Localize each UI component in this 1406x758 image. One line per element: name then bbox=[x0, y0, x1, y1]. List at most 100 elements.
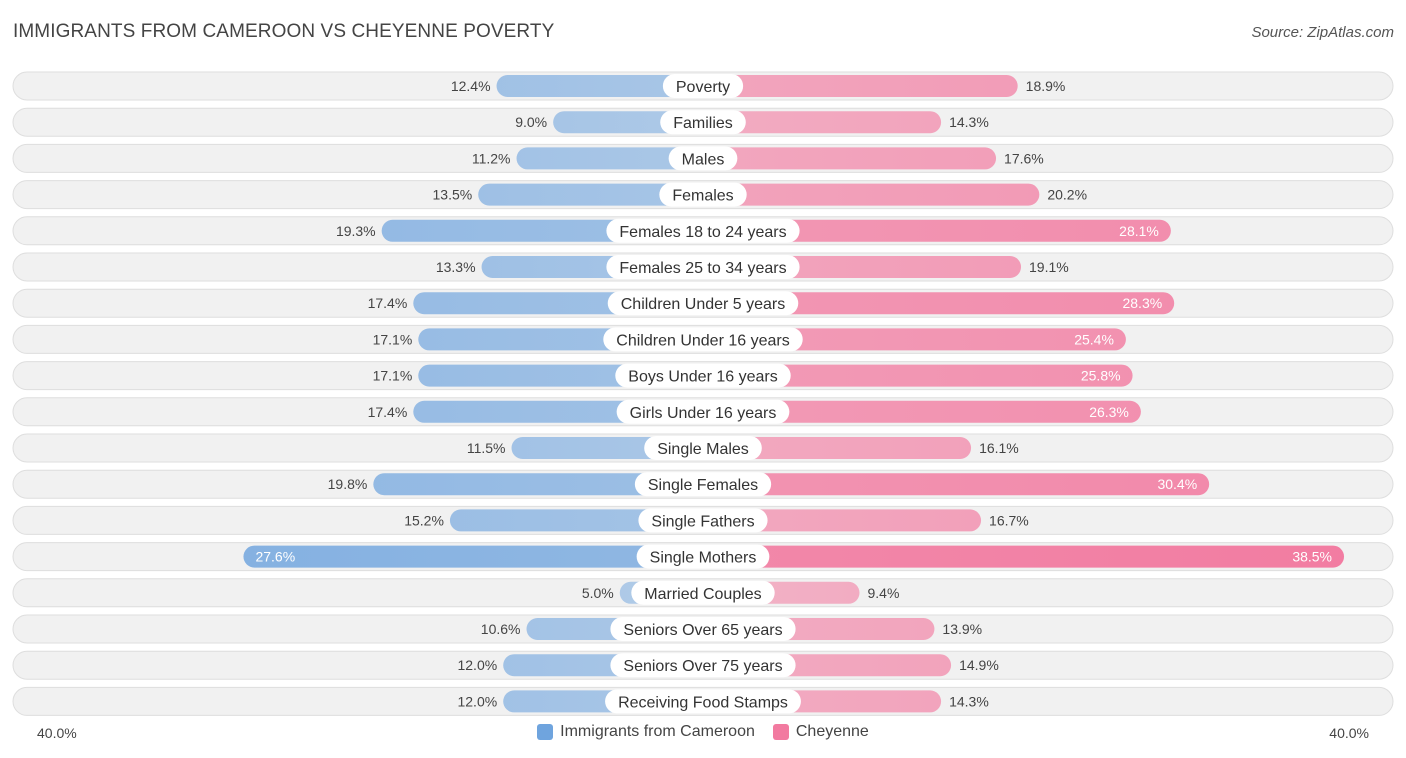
category-label-single-mothers: Single Mothers bbox=[650, 550, 757, 567]
value-cameroon-single-females: 19.8% bbox=[328, 476, 368, 492]
category-pill-males bbox=[668, 146, 738, 171]
value-cheyenne-females-18-to-24-years: 28.1% bbox=[1119, 223, 1159, 239]
bar-cheyenne-females-18-to-24-years[interactable] bbox=[692, 219, 1171, 242]
value-cameroon-seniors-over-75-years: 12.0% bbox=[457, 657, 497, 673]
value-cheyenne-single-fathers: 16.7% bbox=[989, 512, 1029, 528]
value-cameroon-girls-under-16-years: 17.4% bbox=[368, 404, 408, 420]
legend-item-cheyenne[interactable]: Cheyenne bbox=[772, 723, 869, 741]
value-cheyenne-seniors-over-75-years: 14.9% bbox=[959, 657, 999, 673]
category-label-males: Males bbox=[682, 151, 725, 168]
value-cheyenne-girls-under-16-years: 26.3% bbox=[1089, 404, 1129, 420]
category-label-children-under-5-years: Children Under 5 years bbox=[621, 296, 786, 313]
bar-cameroon-females[interactable] bbox=[478, 183, 714, 206]
value-cheyenne-poverty: 18.9% bbox=[1026, 78, 1066, 94]
value-cameroon-poverty: 12.4% bbox=[451, 78, 491, 94]
category-label-single-males: Single Males bbox=[657, 441, 749, 458]
category-pill-single-mothers bbox=[636, 544, 770, 569]
legend-swatch-cheyenne bbox=[772, 724, 789, 740]
bar-cameroon-poverty[interactable] bbox=[496, 75, 714, 97]
axis-left-label: 40.0% bbox=[37, 725, 77, 741]
bar-cheyenne-males[interactable] bbox=[692, 147, 997, 170]
category-pill-children-under-5-years bbox=[607, 291, 799, 316]
value-cameroon-children-under-16-years: 17.1% bbox=[373, 331, 413, 347]
bar-cameroon-single-females[interactable] bbox=[373, 473, 714, 496]
value-cheyenne-single-females: 30.4% bbox=[1157, 476, 1197, 492]
chart-title: IMMIGRANTS FROM CAMEROON VS CHEYENNE POV… bbox=[13, 21, 555, 42]
value-cameroon-receiving-food-stamps: 12.0% bbox=[457, 693, 497, 709]
bar-cheyenne-single-females[interactable] bbox=[692, 473, 1210, 496]
value-cameroon-males: 11.2% bbox=[472, 150, 511, 166]
bar-cheyenne-children-under-5-years[interactable] bbox=[692, 292, 1175, 315]
bar-cheyenne-single-males[interactable] bbox=[692, 437, 972, 459]
legend: Immigrants from Cameroon Cheyenne bbox=[0, 723, 1406, 741]
value-cheyenne-families: 14.3% bbox=[949, 114, 989, 130]
axis-right-label: 40.0% bbox=[1329, 725, 1369, 741]
category-label-boys-under-16-years: Boys Under 16 years bbox=[628, 369, 777, 386]
category-label-children-under-16-years: Children Under 16 years bbox=[616, 332, 789, 349]
category-pill-children-under-16-years bbox=[603, 327, 803, 352]
category-pill-seniors-over-75-years bbox=[610, 653, 796, 678]
value-cheyenne-children-under-16-years: 25.4% bbox=[1074, 331, 1114, 347]
value-cheyenne-single-mothers: 38.5% bbox=[1292, 549, 1332, 565]
category-label-married-couples: Married Couples bbox=[644, 586, 761, 603]
category-pill-poverty bbox=[662, 74, 744, 98]
bar-cheyenne-poverty[interactable] bbox=[692, 75, 1018, 97]
category-label-single-fathers: Single Fathers bbox=[651, 513, 754, 530]
category-pill-single-females bbox=[634, 472, 772, 497]
value-cheyenne-single-males: 16.1% bbox=[979, 440, 1019, 456]
value-cheyenne-boys-under-16-years: 25.8% bbox=[1081, 368, 1121, 384]
category-label-families: Families bbox=[673, 115, 733, 132]
value-cheyenne-females-25-to-34-years: 19.1% bbox=[1029, 259, 1069, 275]
value-cameroon-seniors-over-65-years: 10.6% bbox=[481, 621, 521, 637]
bar-cheyenne-boys-under-16-years[interactable] bbox=[692, 364, 1133, 387]
category-pill-married-couples bbox=[631, 580, 775, 605]
category-label-females: Females bbox=[672, 188, 733, 205]
bar-cheyenne-girls-under-16-years[interactable] bbox=[692, 400, 1141, 423]
category-pill-single-fathers bbox=[638, 508, 768, 533]
bar-cameroon-single-mothers[interactable] bbox=[243, 545, 714, 568]
category-pill-single-males bbox=[644, 436, 762, 460]
bar-cheyenne-single-mothers[interactable] bbox=[692, 545, 1345, 568]
category-pill-females-25-to-34-years bbox=[606, 255, 800, 279]
legend-label-cameroon: Immigrants from Cameroon bbox=[560, 723, 755, 740]
category-pill-receiving-food-stamps bbox=[605, 689, 801, 714]
bar-cameroon-males[interactable] bbox=[516, 147, 714, 170]
bar-cheyenne-families[interactable] bbox=[692, 111, 942, 134]
category-label-girls-under-16-years: Girls Under 16 years bbox=[630, 405, 777, 422]
value-cameroon-families: 9.0% bbox=[515, 114, 547, 130]
value-cameroon-boys-under-16-years: 17.1% bbox=[373, 368, 413, 384]
value-cameroon-children-under-5-years: 17.4% bbox=[368, 295, 408, 311]
legend-item-cameroon[interactable]: Immigrants from Cameroon bbox=[537, 723, 755, 741]
value-cameroon-females-18-to-24-years: 19.3% bbox=[336, 223, 376, 239]
category-label-receiving-food-stamps: Receiving Food Stamps bbox=[618, 694, 788, 711]
category-label-poverty: Poverty bbox=[676, 79, 730, 96]
value-cheyenne-females: 20.2% bbox=[1047, 187, 1087, 203]
category-label-single-females: Single Females bbox=[648, 477, 758, 494]
category-pill-females bbox=[659, 182, 747, 207]
category-pill-families bbox=[660, 110, 746, 135]
value-cheyenne-married-couples: 9.4% bbox=[868, 585, 900, 601]
category-label-seniors-over-75-years: Seniors Over 75 years bbox=[623, 658, 782, 675]
category-label-seniors-over-65-years: Seniors Over 65 years bbox=[623, 622, 782, 639]
value-cameroon-married-couples: 5.0% bbox=[582, 585, 614, 601]
value-cheyenne-males: 17.6% bbox=[1004, 150, 1044, 166]
value-cheyenne-receiving-food-stamps: 14.3% bbox=[949, 693, 989, 709]
category-label-females-18-to-24-years: Females 18 to 24 years bbox=[619, 224, 786, 241]
value-cameroon-single-fathers: 15.2% bbox=[404, 512, 444, 528]
category-pill-boys-under-16-years bbox=[615, 363, 791, 388]
category-pill-girls-under-16-years bbox=[616, 399, 790, 424]
legend-swatch-cameroon bbox=[537, 724, 554, 740]
value-cheyenne-seniors-over-65-years: 13.9% bbox=[942, 621, 982, 637]
value-cameroon-single-mothers: 27.6% bbox=[255, 549, 295, 565]
value-cameroon-females: 13.5% bbox=[433, 187, 473, 203]
chart-source: Source: ZipAtlas.com bbox=[1251, 24, 1394, 41]
value-cameroon-females-25-to-34-years: 13.3% bbox=[436, 259, 476, 275]
category-label-females-25-to-34-years: Females 25 to 34 years bbox=[619, 260, 786, 277]
bar-cheyenne-females[interactable] bbox=[692, 183, 1040, 206]
category-pill-females-18-to-24-years bbox=[606, 218, 800, 243]
value-cheyenne-children-under-5-years: 28.3% bbox=[1122, 295, 1162, 311]
value-cameroon-single-males: 11.5% bbox=[467, 440, 506, 456]
category-pill-seniors-over-65-years bbox=[610, 617, 796, 641]
legend-label-cheyenne: Cheyenne bbox=[795, 723, 869, 740]
